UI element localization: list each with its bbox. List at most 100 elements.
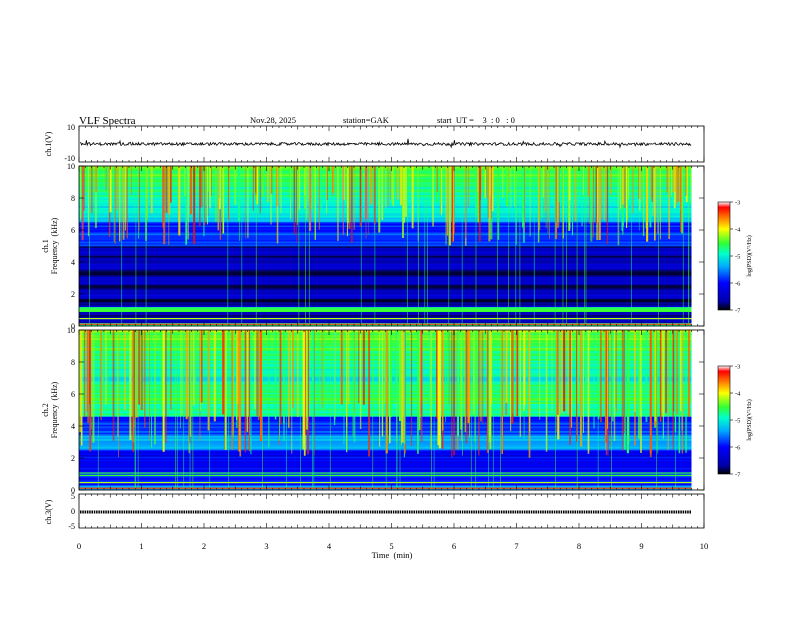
sferic-streak: [472, 330, 475, 415]
spectrogram-band: [79, 249, 692, 252]
broadband-streak: [508, 166, 510, 326]
freq-tick-label: 4: [71, 258, 75, 267]
sferic-streak: [400, 330, 402, 446]
sferic-streak: [411, 166, 414, 229]
sferic-streak: [109, 166, 112, 213]
sferic-streak: [203, 166, 205, 237]
sferic-streak: [623, 166, 626, 208]
sferic-streak: [379, 330, 381, 447]
sferic-streak: [478, 166, 481, 242]
sferic-streak: [135, 330, 138, 417]
sferic-streak: [607, 330, 609, 456]
sferic-streak: [343, 330, 345, 445]
broadband-streak: [631, 166, 633, 326]
sferic-streak: [395, 330, 397, 403]
sferic-streak: [640, 166, 642, 201]
sferic-streak: [274, 330, 277, 420]
sferic-streak: [403, 166, 405, 223]
sferic-streak: [420, 330, 423, 415]
sferic-streak: [346, 166, 348, 237]
spectrogram-band: [79, 427, 692, 430]
sferic-streak: [119, 166, 121, 242]
sferic-streak: [348, 330, 350, 405]
spectrogram-band: [79, 443, 692, 446]
freq-tick-label: 10: [67, 326, 75, 335]
sferic-streak: [519, 330, 521, 437]
sferic-streak: [501, 330, 503, 455]
spectrogram-band: [79, 408, 692, 411]
sferic-streak: [150, 166, 153, 214]
sferic-streak: [681, 166, 683, 234]
sferic-streak: [469, 330, 470, 438]
sferic-streak: [296, 330, 299, 418]
sferic-streak: [680, 330, 682, 412]
spectrogram-band: [79, 273, 692, 276]
sferic-streak: [607, 330, 609, 429]
sferic-streak: [138, 166, 140, 231]
sferic-streak: [575, 330, 578, 442]
sferic-streak: [81, 166, 84, 241]
broadband-streak: [555, 330, 556, 490]
sferic-streak: [332, 166, 335, 194]
broadband-streak: [183, 330, 185, 490]
freq-tick-label: 4: [71, 422, 75, 431]
broadband-streak: [374, 166, 376, 326]
sferic-streak: [200, 330, 203, 403]
sferic-streak: [131, 166, 132, 196]
colorbar-tick-label: -5: [735, 254, 740, 261]
sferic-streak: [98, 166, 100, 217]
sferic-streak: [556, 330, 557, 433]
spectrogram-band: [79, 266, 692, 269]
sferic-streak: [304, 166, 306, 196]
sferic-streak: [638, 166, 641, 211]
sferic-streak: [107, 330, 109, 415]
sferic-streak: [124, 330, 127, 410]
sferic-streak: [645, 330, 648, 422]
sferic-streak: [642, 166, 645, 236]
sferic-streak: [194, 330, 197, 404]
sferic-streak: [320, 166, 323, 211]
spectrogram-band: [79, 262, 692, 264]
spectrogram-band: [79, 470, 692, 473]
sferic-streak: [641, 330, 642, 412]
sferic-streak: [417, 330, 419, 454]
spectrogram-band: [79, 306, 692, 309]
spectrogram-band: [79, 282, 692, 285]
sferic-streak: [595, 166, 597, 224]
sferic-streak: [126, 166, 128, 239]
sferic-streak: [451, 166, 453, 243]
sferic-streak: [447, 330, 450, 412]
sferic-streak: [252, 166, 254, 211]
broadband-streak: [312, 330, 313, 490]
sferic-streak: [387, 166, 389, 207]
sferic-streak: [165, 330, 167, 443]
sferic-streak: [430, 330, 432, 449]
colorbar-tick-label: -7: [735, 308, 741, 315]
sferic-streak: [549, 166, 550, 239]
freq-tick-label: 6: [71, 226, 75, 235]
broadband-streak: [554, 166, 556, 326]
broadband-streak: [576, 330, 578, 490]
sferic-streak: [491, 166, 494, 212]
spectrogram-band: [79, 239, 692, 242]
broadband-streak: [492, 330, 494, 490]
date-label: Nov.28, 2025: [250, 115, 296, 125]
sferic-streak: [257, 330, 260, 421]
freq-tick-label: 0: [71, 322, 75, 331]
sferic-streak: [677, 166, 680, 202]
sferic-streak: [621, 166, 623, 231]
sferic-streak: [303, 330, 306, 456]
sferic-streak: [138, 166, 140, 239]
sferic-streak: [219, 166, 220, 199]
sferic-streak: [567, 330, 570, 415]
sferic-streak: [685, 166, 687, 196]
sferic-streak: [669, 330, 672, 414]
spectrogram-band: [79, 222, 692, 224]
freq-tick-label: 10: [67, 162, 75, 171]
sferic-streak: [515, 166, 517, 245]
spectrogram-band: [79, 454, 692, 457]
sferic-streak: [545, 330, 548, 452]
sferic-streak: [102, 330, 103, 403]
sferic-streak: [207, 166, 210, 192]
